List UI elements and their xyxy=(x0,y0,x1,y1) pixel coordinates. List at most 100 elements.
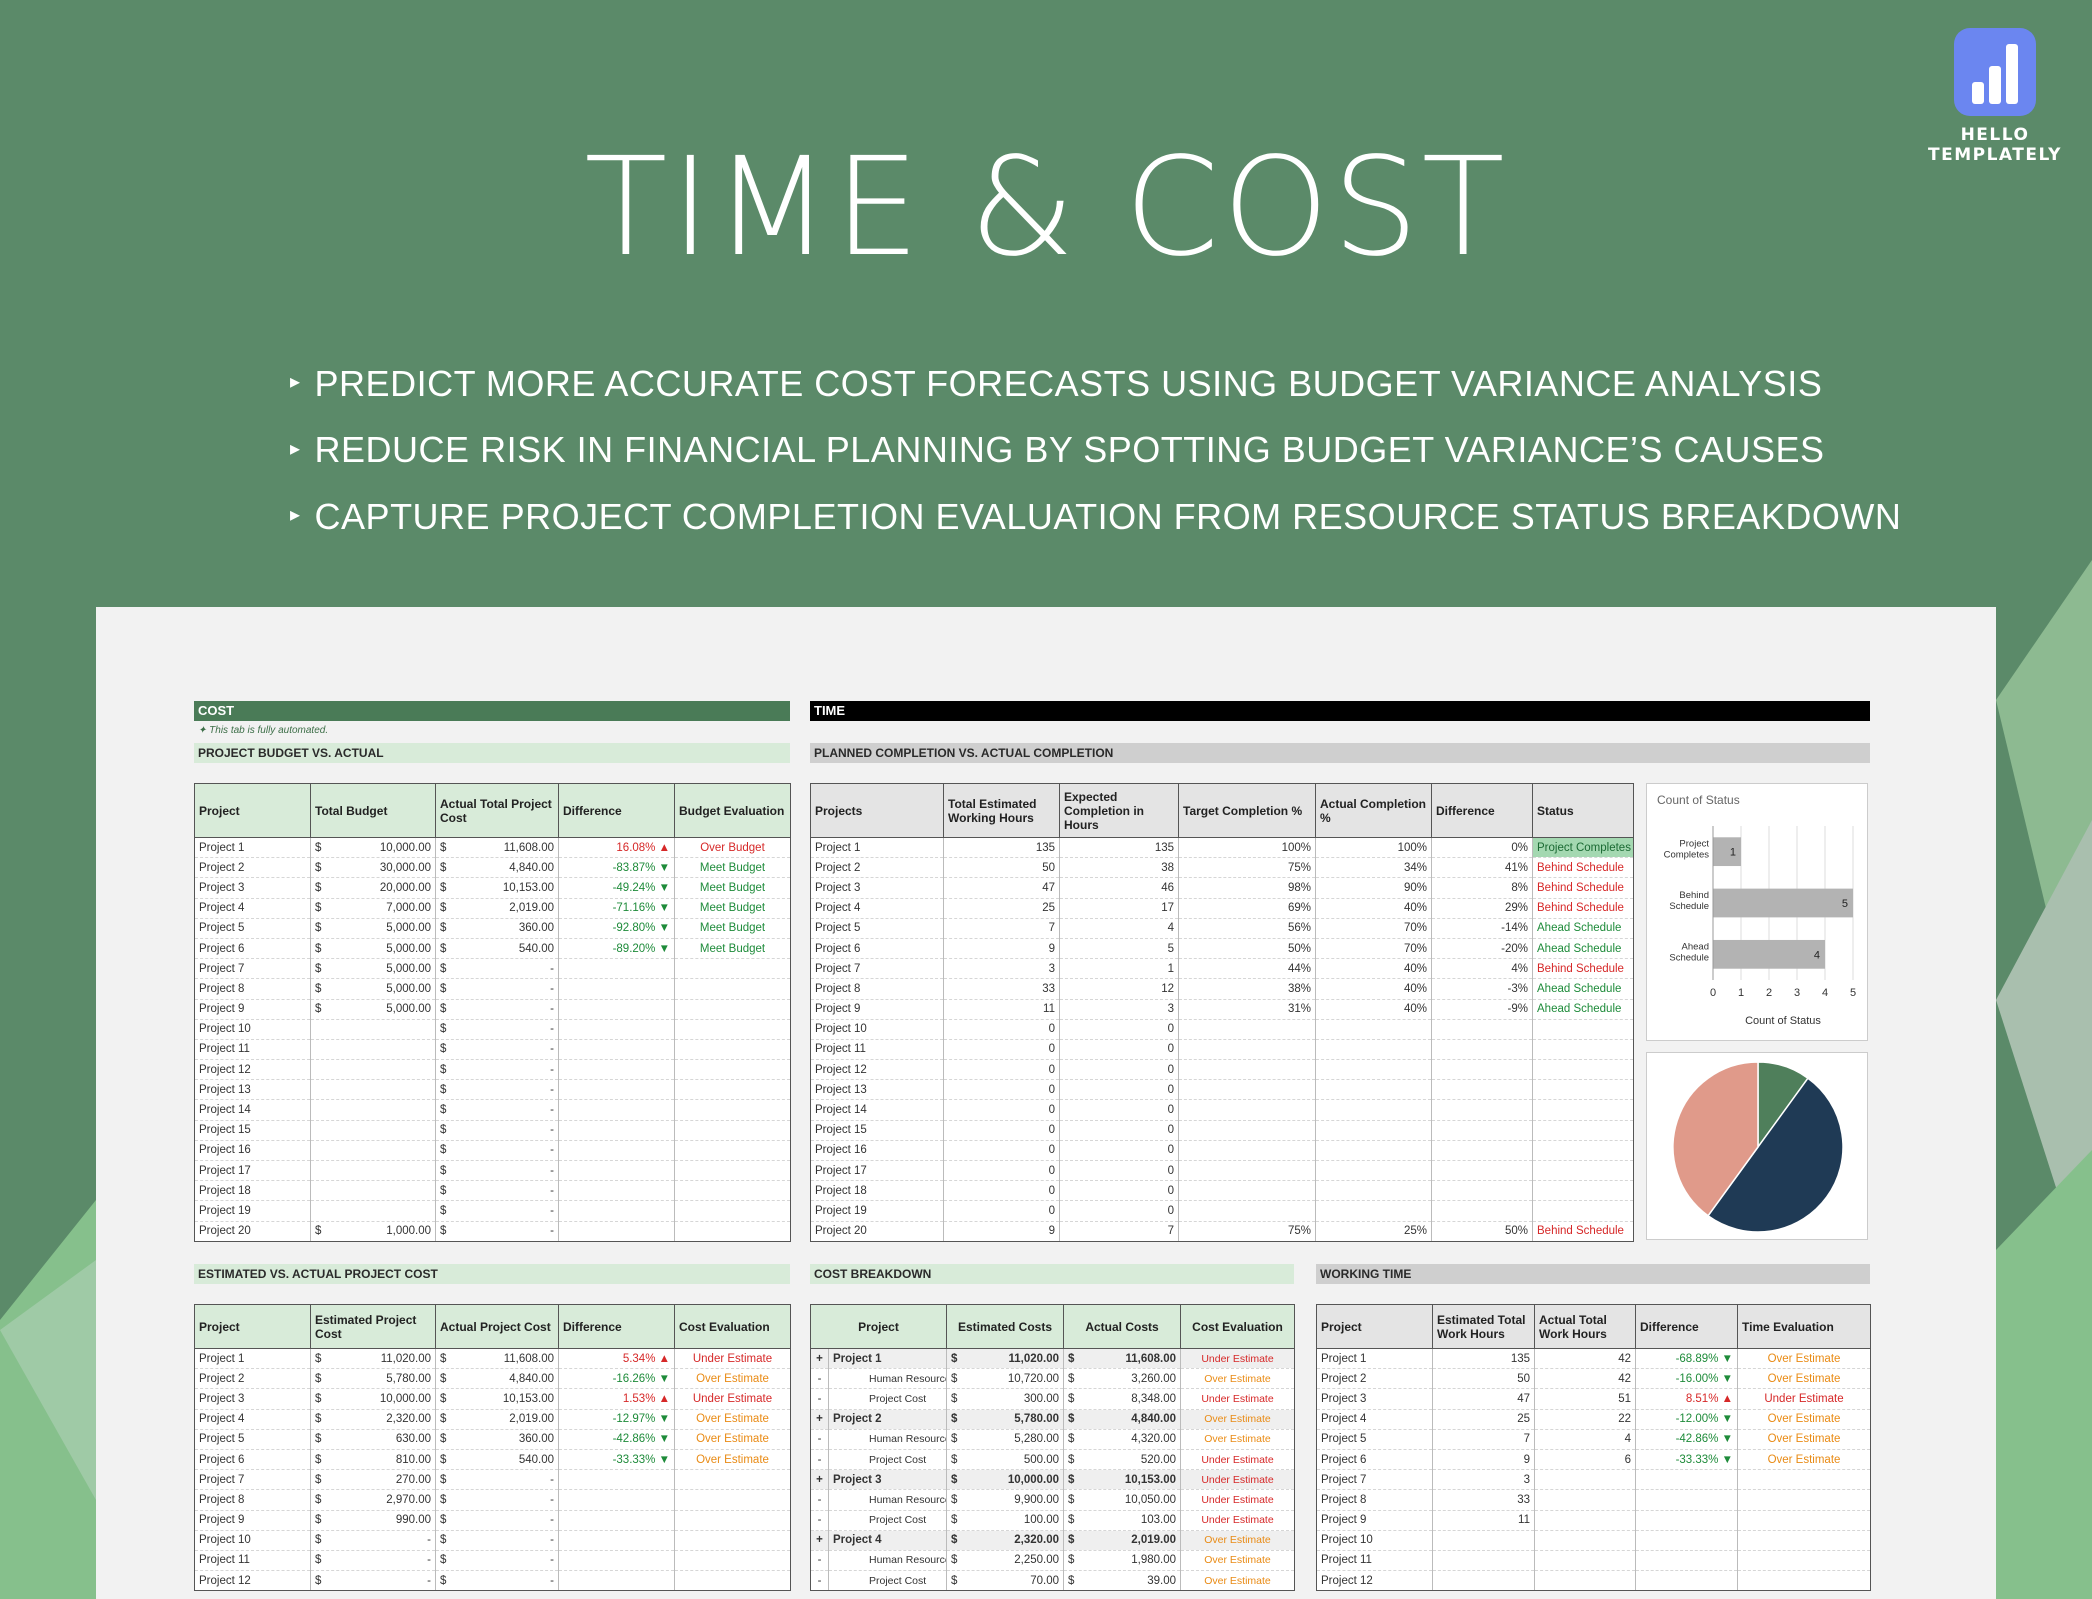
amount: 2,320.00 xyxy=(386,1413,431,1426)
collapse-toggle[interactable]: - xyxy=(810,1388,829,1410)
currency-symbol: $ xyxy=(315,1453,322,1466)
currency-symbol: $ xyxy=(440,1204,447,1217)
estimated-vs-actual-table: Project Estimated Project Cost Actual Proj… xyxy=(194,1304,791,1592)
difference-cell xyxy=(558,1550,675,1572)
collapse-toggle[interactable]: - xyxy=(810,1429,829,1450)
table-row: Project 17 0 0 xyxy=(810,1160,1634,1182)
numeric-cell: 33 xyxy=(1432,1489,1535,1511)
table-row: Project 8 $2,970.00 $ - xyxy=(194,1489,791,1511)
expand-toggle[interactable]: + xyxy=(810,1409,829,1430)
pie-slice xyxy=(1672,1061,1759,1217)
table-row: Project 5 $630.00 $360.00 -42.86% ▼ Over Est… xyxy=(194,1429,791,1450)
table-row: Project 5 7 4 56% 70% -14% Ahead Schedule xyxy=(810,918,1634,939)
project-name: Project 16 xyxy=(194,1140,311,1162)
status-cell: Behind Schedule xyxy=(1532,958,1634,980)
currency-symbol: $ xyxy=(315,1003,322,1016)
amount: 630.00 xyxy=(395,1433,431,1446)
difference-cell: -12.00% ▼ xyxy=(1635,1409,1738,1430)
currency-cell: $ - xyxy=(435,1120,559,1141)
evaluation: Over Estimate xyxy=(1737,1429,1871,1450)
collapse-toggle[interactable]: - xyxy=(810,1449,829,1471)
currency-cell: $ - xyxy=(435,1160,559,1182)
currency-cell: $ - xyxy=(435,1019,559,1040)
collapse-toggle[interactable]: - xyxy=(810,1368,829,1390)
currency-symbol: $ xyxy=(440,1164,447,1177)
bar-value-label: 4 xyxy=(1814,949,1820,961)
numeric-cell xyxy=(1431,1099,1533,1121)
table-row: Project 20 $1,000.00 $ - xyxy=(194,1221,791,1242)
amount: 500.00 xyxy=(1023,1453,1059,1466)
numeric-cell xyxy=(1178,1180,1316,1202)
currency-cell: $39.00 xyxy=(1063,1570,1181,1592)
currency-symbol: $ xyxy=(440,982,447,995)
project-name: Project 7 xyxy=(1316,1469,1433,1491)
currency-cell xyxy=(310,1019,436,1040)
currency-symbol: $ xyxy=(1068,1493,1075,1506)
amount: 360.00 xyxy=(518,922,554,935)
numeric-cell xyxy=(1315,1099,1432,1121)
numeric-cell: 31% xyxy=(1178,999,1316,1020)
currency-symbol: $ xyxy=(440,1473,447,1486)
budget-vs-actual-title: PROJECT BUDGET VS. ACTUAL xyxy=(194,743,790,763)
amount: - xyxy=(550,1083,554,1096)
amount: 9,900.00 xyxy=(1014,1493,1059,1506)
evaluation xyxy=(674,1120,791,1141)
amount: - xyxy=(427,1574,431,1587)
amount: 2,019.00 xyxy=(1131,1534,1176,1547)
numeric-cell: 9 xyxy=(1432,1449,1535,1471)
numeric-cell: 4 xyxy=(1534,1429,1636,1450)
column-header: Estimated Project Cost xyxy=(310,1304,436,1349)
numeric-cell: 7 xyxy=(1432,1429,1535,1450)
arrow-down-icon: ▼ xyxy=(655,881,670,894)
time-section-header: TIME xyxy=(810,701,1870,721)
currency-symbol: $ xyxy=(951,1413,958,1426)
collapse-toggle[interactable]: - xyxy=(810,1550,829,1572)
status-bar xyxy=(1713,837,1741,867)
collapse-toggle[interactable]: - xyxy=(810,1489,829,1511)
currency-cell: $ - xyxy=(435,1180,559,1202)
difference-cell xyxy=(558,1059,675,1081)
amount: 10,000.00 xyxy=(379,841,431,854)
numeric-cell xyxy=(1431,1079,1533,1101)
evaluation: Over Estimate xyxy=(1737,1368,1871,1390)
table-row: Project 7 $5,000.00 $ - xyxy=(194,958,791,980)
numeric-cell: 25 xyxy=(943,898,1060,919)
expand-toggle[interactable]: + xyxy=(810,1469,829,1491)
numeric-cell: 0 xyxy=(1059,1120,1179,1141)
project-name: Project 9 xyxy=(194,1510,311,1531)
difference-cell: -33.33% ▼ xyxy=(1635,1449,1738,1471)
arrow-down-icon: ▼ xyxy=(1718,1413,1733,1426)
currency-symbol: $ xyxy=(1068,1352,1075,1365)
x-tick-label: 5 xyxy=(1850,987,1856,999)
currency-symbol: $ xyxy=(1068,1534,1075,1547)
amount: 10,720.00 xyxy=(1007,1372,1059,1385)
expand-toggle[interactable]: + xyxy=(810,1348,829,1370)
amount: 540.00 xyxy=(518,1453,554,1466)
collapse-toggle[interactable]: - xyxy=(810,1510,829,1531)
difference-cell: -71.16% ▼ xyxy=(558,898,675,919)
currency-cell: $ - xyxy=(435,1510,559,1531)
currency-symbol: $ xyxy=(440,962,447,975)
amount: 10,153.00 xyxy=(502,1392,554,1405)
table-row: Project 10 $ - xyxy=(194,1019,791,1040)
project-name: Project Cost xyxy=(828,1388,947,1410)
collapse-toggle[interactable]: - xyxy=(810,1570,829,1592)
cost-breakdown-title: COST BREAKDOWN xyxy=(810,1264,1294,1284)
category-label: Schedule xyxy=(1669,901,1709,912)
status-cell: Behind Schedule xyxy=(1532,857,1634,879)
difference-value: -71.16% xyxy=(612,902,656,915)
status-cell xyxy=(1532,1039,1634,1061)
currency-symbol: $ xyxy=(951,1473,958,1486)
currency-cell: $1,980.00 xyxy=(1063,1550,1181,1572)
project-name: Project 5 xyxy=(810,918,944,939)
x-tick-label: 4 xyxy=(1822,987,1828,999)
numeric-cell: 33 xyxy=(943,978,1060,1000)
numeric-cell: 100% xyxy=(1315,837,1432,859)
evaluation xyxy=(674,1059,791,1081)
numeric-cell: 47 xyxy=(1432,1388,1535,1410)
currency-symbol: $ xyxy=(315,1514,322,1527)
numeric-cell: 0 xyxy=(943,1120,1060,1141)
expand-toggle[interactable]: + xyxy=(810,1530,829,1551)
currency-symbol: $ xyxy=(440,1043,447,1056)
amount: 360.00 xyxy=(518,1433,554,1446)
